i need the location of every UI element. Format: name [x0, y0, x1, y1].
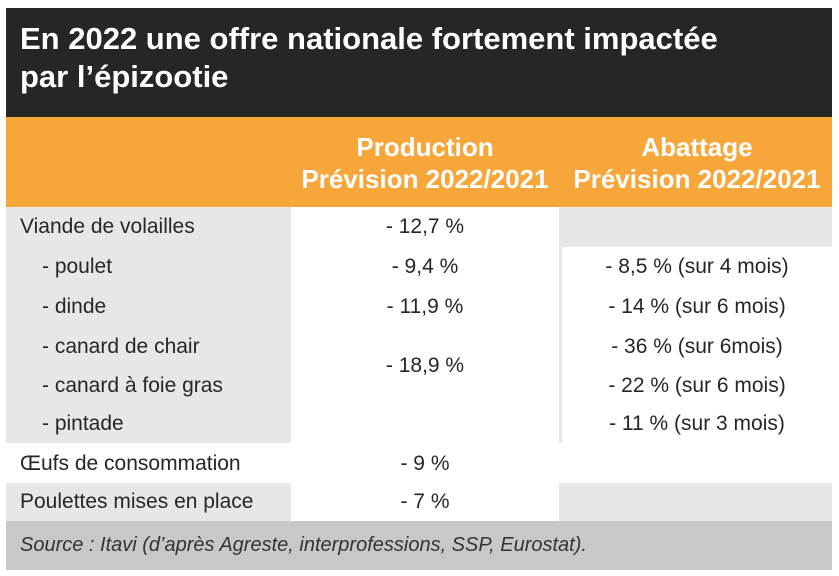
title-line-2: par l’épizootie	[20, 59, 229, 94]
row-label: - canard de chair	[42, 335, 200, 358]
row-label: Poulettes mises en place	[20, 490, 254, 513]
production-value: - 9,4 %	[391, 255, 459, 278]
header-production-line-2: Prévision 2022/2021	[301, 164, 549, 194]
production-value: - 9 %	[400, 452, 450, 475]
row-label: - poulet	[42, 255, 113, 278]
abattage-value	[562, 483, 832, 521]
table-row: - poulet - 9,4 % - 8,5 % (sur 4 mois)	[6, 247, 832, 287]
row-label: - dinde	[42, 295, 107, 318]
header-abattage: Abattage Prévision 2022/2021	[562, 131, 832, 195]
row-label: Viande de volailles	[20, 215, 195, 238]
title-line-1: En 2022 une offre nationale fortement im…	[20, 21, 718, 56]
row-label: - canard à foie gras	[42, 374, 223, 397]
abattage-value	[562, 445, 832, 483]
table-header: Production Prévision 2022/2021 Abattage …	[6, 117, 832, 207]
table-row: Viande de volailles - 12,7 %	[6, 207, 832, 247]
table-row: Œufs de consommation - 9 %	[6, 445, 832, 483]
abattage-value: - 8,5 % (sur 4 mois)	[562, 247, 832, 287]
table-row: Poulettes mises en place - 7 %	[6, 483, 832, 521]
table-row: - pintade - 11 % (sur 3 mois)	[6, 405, 832, 443]
infographic-card: En 2022 une offre nationale fortement im…	[6, 8, 832, 570]
header-production-line-1: Production	[356, 132, 494, 162]
abattage-value: - 22 % (sur 6 mois)	[562, 367, 832, 405]
abattage-value	[562, 207, 832, 247]
header-abattage-line-2: Prévision 2022/2021	[573, 164, 821, 194]
canard-production-merged: - 18,9 %	[385, 354, 465, 377]
table-row: - dinde - 11,9 % - 14 % (sur 6 mois)	[6, 287, 832, 327]
row-label: - pintade	[42, 412, 124, 435]
production-value: - 7 %	[291, 483, 559, 521]
production-value: - 11,9 %	[386, 295, 464, 318]
source-note: Source : Itavi (d’après Agreste, interpr…	[6, 521, 832, 570]
volailles-production-bg	[291, 207, 559, 443]
production-value: - 12,7 %	[385, 215, 465, 238]
abattage-value: - 11 % (sur 3 mois)	[562, 405, 832, 443]
header-production: Production Prévision 2022/2021	[291, 131, 559, 195]
table-title: En 2022 une offre nationale fortement im…	[6, 8, 832, 117]
row-label: Œufs de consommation	[20, 452, 241, 475]
table-row: - canard de chair - 36 % (sur 6mois)	[6, 327, 832, 367]
production-value	[291, 405, 559, 443]
table-row: - canard à foie gras - 22 % (sur 6 mois)	[6, 367, 832, 405]
abattage-value: - 14 % (sur 6 mois)	[562, 287, 832, 327]
abattage-value: - 36 % (sur 6mois)	[562, 327, 832, 367]
header-abattage-line-1: Abattage	[641, 132, 753, 162]
